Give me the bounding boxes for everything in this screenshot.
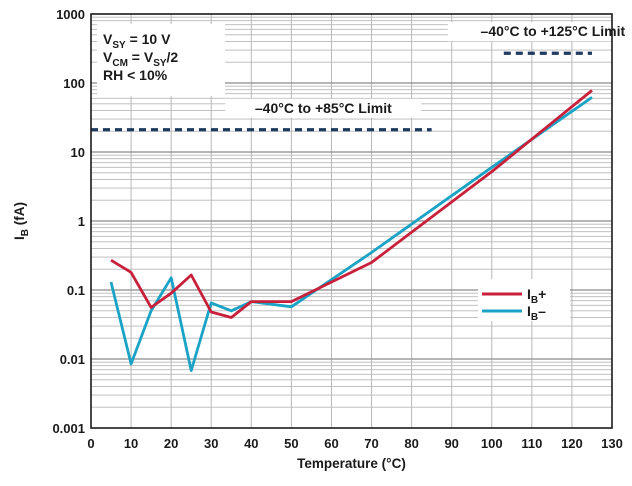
condition-line-3: RH < 10%: [103, 67, 168, 83]
x-tick-label: 40: [244, 436, 258, 451]
x-tick-label: 20: [164, 436, 178, 451]
x-tick-label: 90: [444, 436, 458, 451]
y-tick-label: 1000: [56, 7, 85, 22]
x-tick-label: 0: [87, 436, 94, 451]
y-tick-label: 0.01: [60, 352, 85, 367]
x-tick-label: 10: [124, 436, 138, 451]
x-tick-label: 30: [204, 436, 218, 451]
x-tick-label: 70: [364, 436, 378, 451]
y-tick-label: 0.001: [52, 421, 85, 436]
y-tick-label: 10: [71, 145, 85, 160]
x-axis-label: Temperature (°C): [297, 456, 406, 471]
y-axis-label: IB (fA): [12, 202, 31, 240]
x-tick-label: 110: [521, 436, 542, 451]
series-line-2: [111, 97, 592, 370]
x-tick-label: 50: [284, 436, 298, 451]
limit-label-2: –40°C to +85°C Limit: [255, 100, 392, 116]
x-tick-label: 60: [324, 436, 338, 451]
x-tick-label: 100: [481, 436, 503, 451]
x-tick-label: 130: [601, 436, 623, 451]
x-tick-label: 120: [561, 436, 583, 451]
y-tick-label: 100: [63, 76, 85, 91]
y-tick-label: 0.1: [67, 283, 85, 298]
x-tick-label: 80: [404, 436, 418, 451]
legend-box: [478, 279, 570, 321]
y-tick-label: 1: [78, 214, 85, 229]
limit-label-1: –40°C to +125°C Limit: [481, 23, 626, 39]
